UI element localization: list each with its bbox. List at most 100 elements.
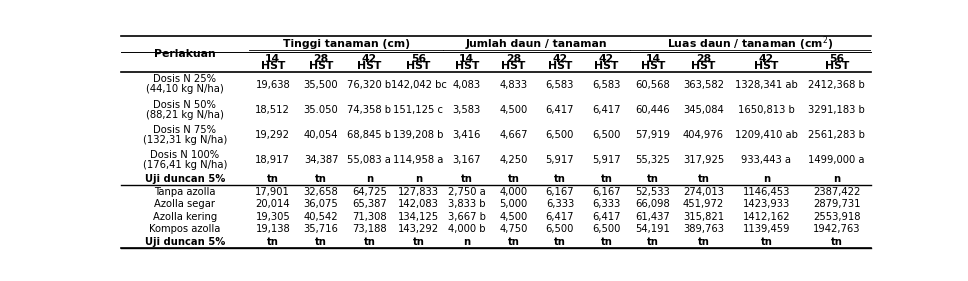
Text: HST: HST <box>594 61 619 71</box>
Text: 2561,283 b: 2561,283 b <box>808 130 865 140</box>
Text: HST: HST <box>455 61 479 71</box>
Text: Uji duncan 5%: Uji duncan 5% <box>144 237 225 247</box>
Text: n: n <box>366 174 373 184</box>
Text: Perlakuan: Perlakuan <box>154 49 216 59</box>
Text: 2879,731: 2879,731 <box>813 199 861 209</box>
Text: 64,725: 64,725 <box>352 187 387 196</box>
Text: 1328,341 ab: 1328,341 ab <box>735 80 798 90</box>
Text: 60,568: 60,568 <box>636 80 671 90</box>
Text: tn: tn <box>600 237 613 247</box>
Text: 4,000 b: 4,000 b <box>448 224 486 234</box>
Text: 56: 56 <box>830 54 844 64</box>
Text: 3,583: 3,583 <box>453 105 481 115</box>
Text: 143,292: 143,292 <box>398 224 439 234</box>
Text: Azolla segar: Azolla segar <box>154 199 215 209</box>
Text: 6,500: 6,500 <box>592 224 620 234</box>
Text: 60,446: 60,446 <box>636 105 671 115</box>
Text: 151,125 c: 151,125 c <box>394 105 443 115</box>
Text: 40,542: 40,542 <box>304 212 339 222</box>
Text: 6,167: 6,167 <box>546 187 574 196</box>
Text: HST: HST <box>357 61 381 71</box>
Text: 3,167: 3,167 <box>452 155 481 165</box>
Text: HST: HST <box>825 61 849 71</box>
Text: 3,416: 3,416 <box>453 130 481 140</box>
Text: 6,500: 6,500 <box>546 130 574 140</box>
Text: tn: tn <box>316 237 327 247</box>
Text: 142,042 bc: 142,042 bc <box>390 80 446 90</box>
Text: tn: tn <box>554 237 566 247</box>
Text: 139,208 b: 139,208 b <box>393 130 443 140</box>
Text: 6,500: 6,500 <box>592 130 620 140</box>
Text: tn: tn <box>267 237 279 247</box>
Text: (176,41 kg N/ha): (176,41 kg N/ha) <box>142 160 227 170</box>
Text: 1412,162: 1412,162 <box>742 212 790 222</box>
Text: 6,417: 6,417 <box>546 105 574 115</box>
Text: HST: HST <box>691 61 715 71</box>
Text: 114,958 a: 114,958 a <box>393 155 443 165</box>
Text: 2,750 a: 2,750 a <box>448 187 486 196</box>
Text: 28: 28 <box>314 54 328 64</box>
Text: 5,917: 5,917 <box>546 155 574 165</box>
Text: tn: tn <box>761 237 772 247</box>
Text: 4,500: 4,500 <box>499 105 528 115</box>
Text: 20,014: 20,014 <box>256 199 290 209</box>
Text: 42: 42 <box>759 54 774 64</box>
Text: Kompos azolla: Kompos azolla <box>149 224 221 234</box>
Text: 2553,918: 2553,918 <box>813 212 861 222</box>
Text: Dosis N 100%: Dosis N 100% <box>150 150 220 160</box>
Text: tn: tn <box>507 237 519 247</box>
Text: n: n <box>464 237 470 247</box>
Text: 6,333: 6,333 <box>546 199 574 209</box>
Text: 42: 42 <box>553 54 567 64</box>
Text: 5,917: 5,917 <box>592 155 620 165</box>
Text: 6,417: 6,417 <box>592 212 620 222</box>
Text: tn: tn <box>363 237 376 247</box>
Text: HST: HST <box>754 61 778 71</box>
Text: 18,512: 18,512 <box>256 105 290 115</box>
Text: tn: tn <box>647 237 659 247</box>
Text: 3,667 b: 3,667 b <box>448 212 486 222</box>
Text: Dosis N 50%: Dosis N 50% <box>153 99 216 110</box>
Text: 451,972: 451,972 <box>682 199 724 209</box>
Text: 14: 14 <box>646 54 660 64</box>
Text: 3291,183 b: 3291,183 b <box>808 105 865 115</box>
Text: tn: tn <box>698 174 710 184</box>
Text: HST: HST <box>407 61 431 71</box>
Text: 1139,459: 1139,459 <box>742 224 790 234</box>
Text: (132,31 kg N/ha): (132,31 kg N/ha) <box>142 135 227 145</box>
Text: tn: tn <box>461 174 472 184</box>
Text: 76,320 b: 76,320 b <box>348 80 391 90</box>
Text: tn: tn <box>600 174 613 184</box>
Text: 2387,422: 2387,422 <box>813 187 861 196</box>
Text: 32,658: 32,658 <box>304 187 339 196</box>
Text: 19,292: 19,292 <box>256 130 290 140</box>
Text: 127,833: 127,833 <box>398 187 439 196</box>
Text: 52,533: 52,533 <box>636 187 671 196</box>
Text: tn: tn <box>267 174 279 184</box>
Text: HST: HST <box>641 61 665 71</box>
Text: 404,976: 404,976 <box>683 130 724 140</box>
Text: 2412,368 b: 2412,368 b <box>808 80 865 90</box>
Text: 6,417: 6,417 <box>592 105 620 115</box>
Text: 19,305: 19,305 <box>256 212 290 222</box>
Text: 1146,453: 1146,453 <box>742 187 790 196</box>
Text: n: n <box>415 174 422 184</box>
Text: 14: 14 <box>265 54 281 64</box>
Text: 317,925: 317,925 <box>682 155 724 165</box>
Text: 389,763: 389,763 <box>683 224 724 234</box>
Text: 363,582: 363,582 <box>683 80 724 90</box>
Text: Azolla kering: Azolla kering <box>153 212 217 222</box>
Text: 34,387: 34,387 <box>304 155 338 165</box>
Text: 1423,933: 1423,933 <box>742 199 790 209</box>
Text: 5,000: 5,000 <box>499 199 528 209</box>
Text: tn: tn <box>831 237 843 247</box>
Text: 74,358 b: 74,358 b <box>348 105 391 115</box>
Text: 35,716: 35,716 <box>304 224 339 234</box>
Text: 345,084: 345,084 <box>683 105 724 115</box>
Text: 55,083 a: 55,083 a <box>348 155 391 165</box>
Text: 66,098: 66,098 <box>636 199 671 209</box>
Text: 4,667: 4,667 <box>499 130 528 140</box>
Text: HST: HST <box>260 61 285 71</box>
Text: 35.050: 35.050 <box>304 105 339 115</box>
Text: 40,054: 40,054 <box>304 130 338 140</box>
